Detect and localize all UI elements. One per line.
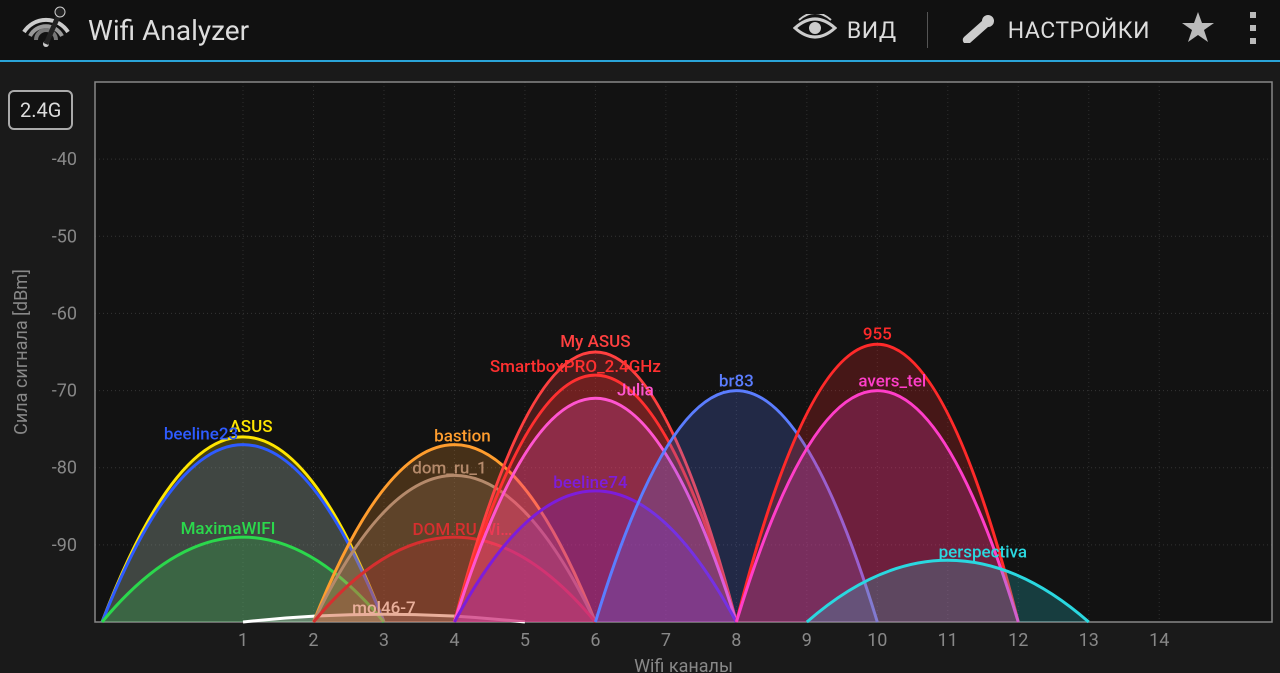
svg-text:avers_tel: avers_tel [858, 372, 926, 392]
eye-icon [793, 14, 837, 46]
wifi-icon [20, 6, 74, 54]
settings-button[interactable]: НАСТРОЙКИ [958, 13, 1150, 47]
svg-text:MaximaWIFI: MaximaWIFI [181, 519, 276, 539]
svg-text:SmartboxPRO_2.4GHz: SmartboxPRO_2.4GHz [490, 357, 661, 377]
svg-text:6: 6 [590, 630, 600, 651]
svg-text:955: 955 [863, 324, 892, 344]
svg-text:Сила сигнала [dBm]: Сила сигнала [dBm] [11, 269, 32, 435]
svg-text:1: 1 [238, 630, 248, 651]
favorite-button[interactable] [1180, 10, 1216, 50]
svg-text:2: 2 [308, 630, 318, 651]
svg-text:8: 8 [731, 630, 741, 651]
view-label: ВИД [847, 17, 897, 44]
svg-text:My ASUS: My ASUS [560, 332, 630, 352]
svg-text:bastion: bastion [434, 427, 491, 447]
svg-text:-70: -70 [52, 381, 77, 402]
svg-text:7: 7 [661, 630, 671, 651]
svg-text:11: 11 [938, 630, 958, 651]
svg-text:4: 4 [449, 630, 459, 651]
chart-area: -40-50-60-70-80-901234567891011121314Wif… [0, 62, 1280, 673]
signal-chart: -40-50-60-70-80-901234567891011121314Wif… [0, 62, 1280, 673]
svg-text:13: 13 [1079, 630, 1099, 651]
svg-text:-50: -50 [52, 226, 77, 247]
svg-text:-80: -80 [52, 458, 77, 479]
svg-text:Wifi каналы: Wifi каналы [634, 656, 733, 673]
svg-text:-90: -90 [52, 535, 77, 556]
svg-text:br83: br83 [719, 372, 754, 392]
app-title: Wifi Analyzer [88, 14, 249, 47]
svg-text:12: 12 [1008, 630, 1028, 651]
svg-text:dom_ru_1: dom_ru_1 [412, 458, 486, 478]
settings-label: НАСТРОЙКИ [1008, 17, 1150, 44]
divider [927, 12, 928, 48]
svg-text:perspectiva: perspectiva [939, 542, 1027, 562]
header-actions: ВИД НАСТРОЙКИ [793, 9, 1260, 51]
svg-text:14: 14 [1149, 630, 1169, 651]
svg-text:9: 9 [802, 630, 812, 651]
wrench-icon [958, 13, 998, 47]
svg-text:Julia: Julia [617, 380, 654, 400]
app-header: Wifi Analyzer ВИД НАСТРОЙКИ [0, 0, 1280, 62]
more-vert-icon [1246, 9, 1260, 51]
svg-text:beeline74: beeline74 [553, 473, 628, 493]
svg-text:5: 5 [520, 630, 530, 651]
svg-text:3: 3 [379, 630, 389, 651]
svg-text:beeline23: beeline23 [164, 425, 238, 445]
star-icon [1180, 10, 1216, 50]
svg-text:-60: -60 [52, 303, 77, 324]
svg-text:10: 10 [867, 630, 887, 651]
svg-text:-40: -40 [52, 149, 77, 170]
header-left: Wifi Analyzer [20, 6, 793, 54]
band-toggle[interactable]: 2.4G [8, 90, 73, 130]
view-button[interactable]: ВИД [793, 14, 897, 46]
overflow-menu-button[interactable] [1246, 9, 1260, 51]
